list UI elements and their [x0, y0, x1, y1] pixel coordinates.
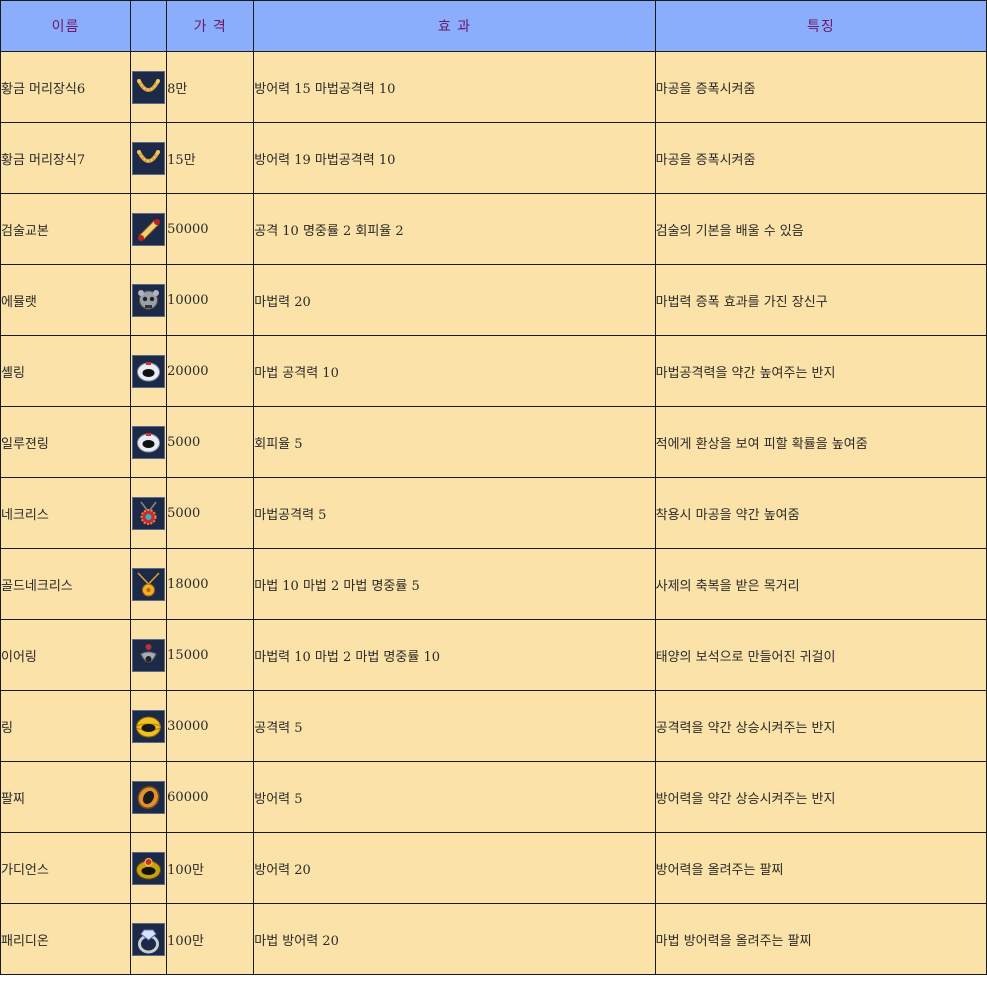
item-feature: 착용시 마공을 약간 높여줌	[655, 478, 986, 548]
item-feature: 방어력을 올려주는 팔찌	[655, 833, 986, 903]
item-feature: 공격력을 약간 상승시켜주는 반지	[655, 691, 986, 761]
item-price: 100만	[167, 904, 254, 974]
item-effect: 공격력 5	[254, 691, 655, 761]
table-row: 링 30000 공격력 5 공격력을 약간 상승시켜주는 반지	[1, 691, 986, 761]
item-icon-cell	[131, 52, 167, 122]
item-feature: 방어력을 약간 상승시켜주는 반지	[655, 762, 986, 832]
item-name: 팔찌	[1, 762, 131, 832]
item-icon-cell	[131, 904, 167, 974]
item-icon-cell	[131, 620, 167, 690]
header-icon	[131, 1, 167, 51]
item-effect: 공격 10 명중률 2 회피율 2	[254, 194, 655, 264]
item-effect: 방어력 19 마법공격력 10	[254, 123, 655, 193]
item-icon-cell	[131, 549, 167, 619]
scroll-icon	[132, 212, 166, 246]
header-effect: 효 과	[254, 1, 655, 51]
header-row: 이름 가 격 효 과 특징	[1, 1, 986, 51]
item-icon-cell	[131, 407, 167, 477]
skull-amulet-icon	[132, 283, 166, 317]
table-row: 패리디온 100만 마법 방어력 20 마법 방어력을 올려주는 팔찌	[1, 904, 986, 974]
item-feature: 사제의 축복을 받은 목거리	[655, 549, 986, 619]
table-row: 이어링 15000 마법력 10 마법 2 마법 명중률 10 태양의 보석으로 만들…	[1, 620, 986, 690]
item-name: 이어링	[1, 620, 131, 690]
item-price: 60000	[167, 762, 254, 832]
item-icon-cell	[131, 691, 167, 761]
item-feature: 마공을 증폭시켜줌	[655, 52, 986, 122]
header-feature: 특징	[655, 1, 986, 51]
item-name: 황금 머리장식7	[1, 123, 131, 193]
header-price: 가 격	[167, 1, 254, 51]
item-name: 셸링	[1, 336, 131, 406]
item-feature: 적에게 환상을 보여 피할 확률을 높여줌	[655, 407, 986, 477]
item-feature: 마법 방어력을 올려주는 팔찌	[655, 904, 986, 974]
item-effect: 마법공격력 5	[254, 478, 655, 548]
item-effect: 마법력 20	[254, 265, 655, 335]
item-effect: 마법력 10 마법 2 마법 명중률 10	[254, 620, 655, 690]
item-price: 8만	[167, 52, 254, 122]
item-icon-cell	[131, 265, 167, 335]
item-price: 50000	[167, 194, 254, 264]
item-name: 황금 머리장식6	[1, 52, 131, 122]
item-price: 5000	[167, 478, 254, 548]
item-feature: 마법공격력을 약간 높여주는 반지	[655, 336, 986, 406]
item-name: 링	[1, 691, 131, 761]
table-row: 일루젼링 5000 회피율 5 적에게 환상을 보여 피할 확률을 높여줌	[1, 407, 986, 477]
item-icon-cell	[131, 123, 167, 193]
item-icon-cell	[131, 194, 167, 264]
table-row: 황금 머리장식7 15만 방어력 19 마법공격력 10 마공을 증폭시켜줌	[1, 123, 986, 193]
item-price: 10000	[167, 265, 254, 335]
item-effect: 마법 10 마법 2 마법 명중률 5	[254, 549, 655, 619]
silver-ring-icon	[132, 354, 166, 388]
item-effect: 마법 공격력 10	[254, 336, 655, 406]
gold-ring-icon	[132, 709, 166, 743]
item-price: 15만	[167, 123, 254, 193]
guardian-ring-icon	[132, 851, 166, 885]
item-effect: 방어력 15 마법공격력 10	[254, 52, 655, 122]
item-name: 골드네크리스	[1, 549, 131, 619]
diamond-ring-icon	[132, 922, 166, 956]
item-price: 100만	[167, 833, 254, 903]
item-icon-cell	[131, 336, 167, 406]
item-icon-cell	[131, 762, 167, 832]
item-icon-cell	[131, 833, 167, 903]
silver-ring-icon	[132, 425, 166, 459]
table-row: 셸링 20000 마법 공격력 10 마법공격력을 약간 높여주는 반지	[1, 336, 986, 406]
item-name: 에뮬랫	[1, 265, 131, 335]
item-feature: 마공을 증폭시켜줌	[655, 123, 986, 193]
item-icon-cell	[131, 478, 167, 548]
gold-circlet-icon	[132, 141, 166, 175]
gold-necklace-icon	[132, 567, 166, 601]
table-row: 골드네크리스 18000 마법 10 마법 2 마법 명중률 5 사제의 축복을 받은…	[1, 549, 986, 619]
bracelet-icon	[132, 780, 166, 814]
item-price: 30000	[167, 691, 254, 761]
item-feature: 태양의 보석으로 만들어진 귀걸이	[655, 620, 986, 690]
table-row: 팔찌 60000 방어력 5 방어력을 약간 상승시켜주는 반지	[1, 762, 986, 832]
item-effect: 회피율 5	[254, 407, 655, 477]
item-price: 15000	[167, 620, 254, 690]
item-name: 가디언스	[1, 833, 131, 903]
table-row: 검술교본 50000 공격 10 명중률 2 회피율 2 검술의 기본을 배울 수 있…	[1, 194, 986, 264]
item-price: 20000	[167, 336, 254, 406]
item-effect: 마법 방어력 20	[254, 904, 655, 974]
item-price: 5000	[167, 407, 254, 477]
table-row: 네크리스 5000 마법공격력 5 착용시 마공을 약간 높여줌	[1, 478, 986, 548]
gold-circlet-icon	[132, 70, 166, 104]
table-row: 가디언스 100만 방어력 20 방어력을 올려주는 팔찌	[1, 833, 986, 903]
item-effect: 방어력 5	[254, 762, 655, 832]
item-price: 18000	[167, 549, 254, 619]
item-name: 패리디온	[1, 904, 131, 974]
item-effect: 방어력 20	[254, 833, 655, 903]
item-name: 검술교본	[1, 194, 131, 264]
item-name: 네크리스	[1, 478, 131, 548]
table-row: 에뮬랫 10000 마법력 20 마법력 증폭 효과를 가진 장신구	[1, 265, 986, 335]
item-feature: 검술의 기본을 배울 수 있음	[655, 194, 986, 264]
item-feature: 마법력 증폭 효과를 가진 장신구	[655, 265, 986, 335]
item-name: 일루젼링	[1, 407, 131, 477]
red-necklace-icon	[132, 496, 166, 530]
header-name: 이름	[1, 1, 131, 51]
earring-icon	[132, 638, 166, 672]
table-row: 황금 머리장식6 8만 방어력 15 마법공격력 10 마공을 증폭시켜줌	[1, 52, 986, 122]
